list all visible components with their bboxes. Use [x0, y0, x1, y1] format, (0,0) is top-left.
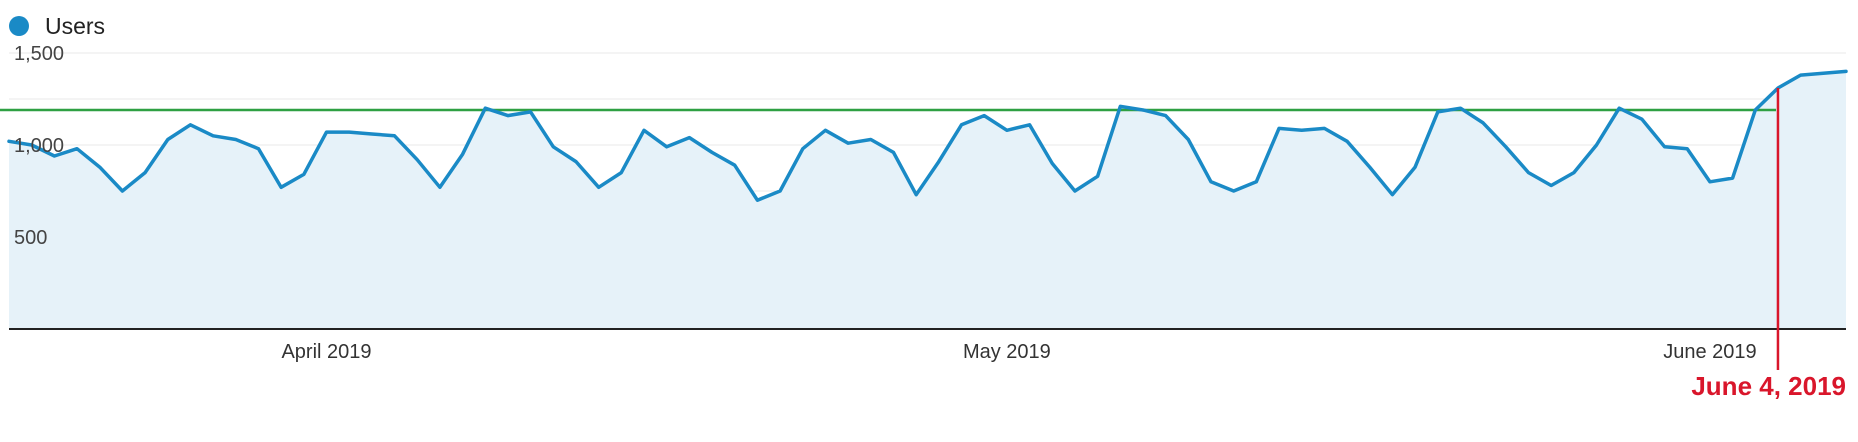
- annotation-label: June 4, 2019: [1691, 371, 1846, 401]
- x-tick-label: June 2019: [1663, 341, 1756, 363]
- legend-swatch-users: [9, 16, 29, 36]
- y-tick-label: 500: [14, 227, 47, 249]
- series-area: [9, 71, 1846, 330]
- chart-legend[interactable]: Users: [9, 10, 105, 42]
- y-tick-label: 1,000: [14, 135, 64, 157]
- y-tick-label: 1,500: [14, 43, 64, 65]
- annotations: June 4, 2019: [1691, 87, 1846, 401]
- series-line: [7, 69, 1848, 202]
- series-area-users: [9, 71, 1846, 330]
- x-tick-label: May 2019: [963, 341, 1051, 363]
- axis-labels: 500 1,000 1,500 April 2019 May 2019 June 2019: [14, 43, 1757, 363]
- legend-label-users: Users: [45, 12, 106, 39]
- series-line-users: [7, 69, 1848, 202]
- x-tick-label: April 2019: [281, 341, 371, 363]
